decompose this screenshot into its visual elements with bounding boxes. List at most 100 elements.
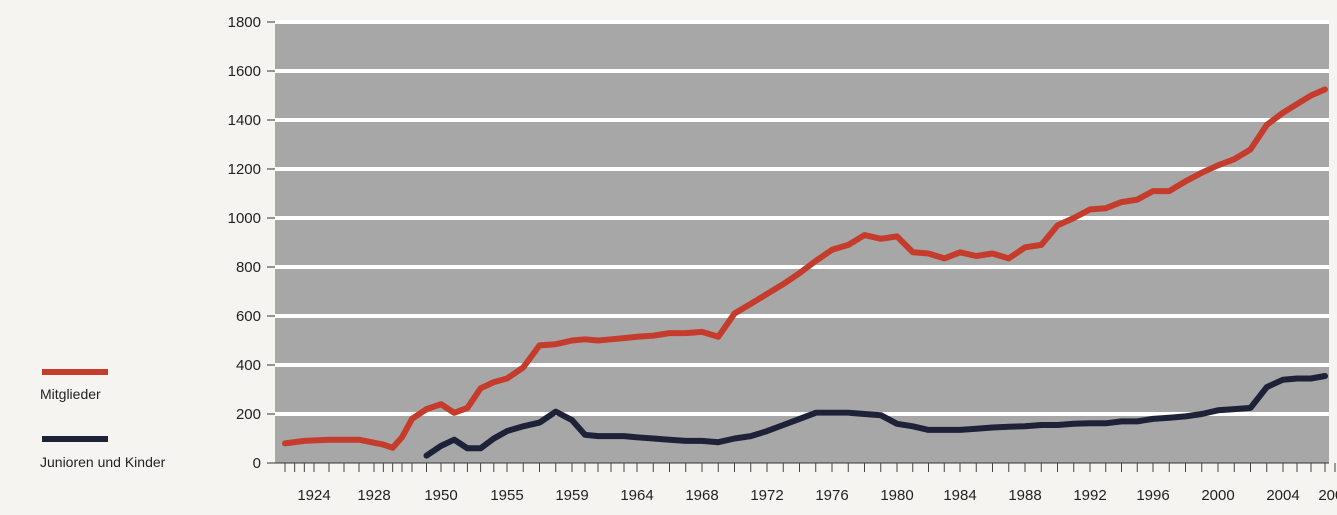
point-mitglieder-1969 bbox=[716, 335, 720, 339]
point-junioren-und-kinder-1978 bbox=[863, 412, 866, 416]
point-junioren-und-kinder-1976 bbox=[830, 411, 834, 415]
point-junioren-und-kinder-1970 bbox=[733, 437, 736, 440]
point-junioren-und-kinder-1963 bbox=[622, 434, 626, 438]
point-junioren-und-kinder-1995 bbox=[1135, 419, 1139, 423]
y-tick-label-1400: 1400 bbox=[228, 112, 261, 129]
point-mitglieder-1956 bbox=[521, 365, 525, 369]
x-tick-label-1964: 1964 bbox=[620, 487, 653, 504]
point-mitglieder-1930 bbox=[391, 446, 395, 450]
point-mitglieder-1951 bbox=[452, 411, 456, 415]
point-mitglieder-1986 bbox=[991, 252, 994, 255]
point-junioren-und-kinder-1999 bbox=[1200, 412, 1204, 416]
point-mitglieder-1988 bbox=[1023, 245, 1027, 249]
point-mitglieder-1964 bbox=[635, 335, 639, 339]
point-junioren-und-kinder-1985 bbox=[974, 427, 978, 431]
point-junioren-und-kinder-1981 bbox=[911, 424, 915, 428]
point-mitglieder-1950 bbox=[439, 402, 443, 406]
point-junioren-und-kinder-2001 bbox=[1232, 407, 1236, 411]
legend-label-mitglieder: Mitglieder bbox=[40, 386, 101, 402]
point-mitglieder-1958 bbox=[554, 342, 558, 346]
point-mitglieder-1970 bbox=[733, 312, 736, 315]
point-mitglieder-1992 bbox=[1088, 207, 1092, 211]
point-mitglieder-1961 bbox=[596, 339, 600, 342]
x-tick-label-1924: 1924 bbox=[297, 487, 330, 504]
y-tick-label-1600: 1600 bbox=[228, 63, 261, 80]
point-mitglieder-2003 bbox=[1265, 123, 1269, 127]
point-mitglieder-1957 bbox=[538, 343, 541, 347]
point-mitglieder-1971 bbox=[749, 302, 753, 306]
point-junioren-und-kinder-1993 bbox=[1104, 421, 1108, 425]
x-tick-label-1988: 1988 bbox=[1008, 487, 1041, 504]
point-junioren-und-kinder-1955 bbox=[505, 429, 509, 433]
point-mitglieder-1983 bbox=[942, 256, 946, 260]
point-junioren-und-kinder-1952 bbox=[465, 446, 469, 450]
x-tick-label-1972: 1972 bbox=[750, 487, 783, 504]
legend-item-junioren-und-kinder: Junioren und Kinder bbox=[40, 436, 166, 470]
point-mitglieder-1984 bbox=[958, 250, 962, 254]
point-mitglieder-1991 bbox=[1072, 216, 1076, 220]
point-junioren-und-kinder-1986 bbox=[991, 426, 994, 429]
x-tick-label-1984: 1984 bbox=[943, 487, 976, 504]
point-mitglieder-2005 bbox=[1295, 102, 1299, 106]
point-mitglieder-1989 bbox=[1039, 243, 1043, 247]
y-tick-label-1200: 1200 bbox=[228, 161, 261, 178]
point-mitglieder-1993 bbox=[1104, 206, 1108, 210]
point-junioren-und-kinder-1953 bbox=[479, 446, 483, 450]
point-mitglieder-2002 bbox=[1249, 147, 1252, 151]
point-junioren-und-kinder-2006 bbox=[1309, 377, 1313, 380]
point-junioren-und-kinder-1969 bbox=[716, 440, 720, 444]
point-mitglieder-1974 bbox=[798, 271, 801, 275]
point-junioren-und-kinder-1971 bbox=[749, 434, 753, 438]
point-mitglieder-1968 bbox=[700, 330, 704, 334]
point-junioren-und-kinder-1959 bbox=[570, 418, 574, 422]
point-mitglieder-1931 bbox=[400, 435, 404, 439]
point-junioren-und-kinder-1979 bbox=[879, 413, 883, 417]
point-junioren-und-kinder-1961 bbox=[596, 434, 600, 438]
point-junioren-und-kinder-1988 bbox=[1023, 424, 1027, 428]
x-tick-label-1996: 1996 bbox=[1136, 487, 1169, 504]
point-mitglieder-1955 bbox=[505, 377, 509, 380]
point-mitglieder-1981 bbox=[911, 250, 915, 254]
point-junioren-und-kinder-2007 bbox=[1323, 374, 1327, 378]
point-junioren-und-kinder-1980 bbox=[895, 422, 899, 426]
y-axis: 0 200 400 600 800 1000 1200 1400 1600 1800 bbox=[228, 14, 275, 472]
x-axis: 1924 1928 1950 1955 1959 1964 1968 1972 1976 1980… bbox=[275, 462, 1337, 504]
x-tick-label-2004: 2004 bbox=[1266, 487, 1299, 504]
point-mitglieder-1965 bbox=[651, 334, 655, 338]
point-junioren-und-kinder-1992 bbox=[1088, 421, 1092, 425]
y-tick-label-800: 800 bbox=[236, 259, 261, 276]
point-mitglieder-1979 bbox=[879, 237, 883, 241]
point-junioren-und-kinder-1962 bbox=[609, 434, 613, 438]
series-mitglieder bbox=[282, 86, 1328, 451]
point-junioren-und-kinder-1964 bbox=[635, 435, 639, 439]
series-layer bbox=[282, 86, 1328, 459]
point-mitglieder-1990 bbox=[1056, 223, 1059, 227]
point-junioren-und-kinder-2005 bbox=[1295, 377, 1299, 380]
point-mitglieder-1948 bbox=[410, 417, 414, 421]
x-tick-label-1950: 1950 bbox=[424, 487, 457, 504]
point-junioren-und-kinder-1960 bbox=[583, 433, 587, 437]
x-tick-label-1959: 1959 bbox=[555, 487, 588, 504]
y-tick-label-400: 400 bbox=[236, 357, 261, 374]
point-mitglieder-1998 bbox=[1184, 179, 1187, 183]
point-junioren-und-kinder-1982 bbox=[927, 428, 930, 432]
point-mitglieder-1927 bbox=[357, 438, 361, 442]
x-tick-label-1968: 1968 bbox=[685, 487, 718, 504]
point-junioren-und-kinder-1984 bbox=[958, 428, 962, 432]
point-mitglieder-1921 bbox=[283, 441, 287, 445]
point-mitglieder-1954 bbox=[492, 380, 496, 384]
point-junioren-und-kinder-1987 bbox=[1007, 425, 1011, 429]
point-junioren-und-kinder-1954 bbox=[492, 437, 496, 440]
point-junioren-und-kinder-1972 bbox=[765, 429, 769, 433]
x-tick-label-1992: 1992 bbox=[1073, 487, 1106, 504]
x-tick-label-1980: 1980 bbox=[880, 487, 913, 504]
point-mitglieder-1967 bbox=[684, 331, 688, 335]
legend-label-junioren-und-kinder: Junioren und Kinder bbox=[40, 454, 166, 470]
point-mitglieder-1987 bbox=[1007, 256, 1011, 260]
point-mitglieder-1925 bbox=[327, 438, 331, 442]
point-junioren-und-kinder-1989 bbox=[1039, 423, 1043, 427]
point-mitglieder-1973 bbox=[781, 282, 785, 286]
point-junioren-und-kinder-1974 bbox=[798, 417, 801, 421]
point-mitglieder-1960 bbox=[583, 337, 587, 341]
point-mitglieder-1976 bbox=[830, 248, 834, 252]
